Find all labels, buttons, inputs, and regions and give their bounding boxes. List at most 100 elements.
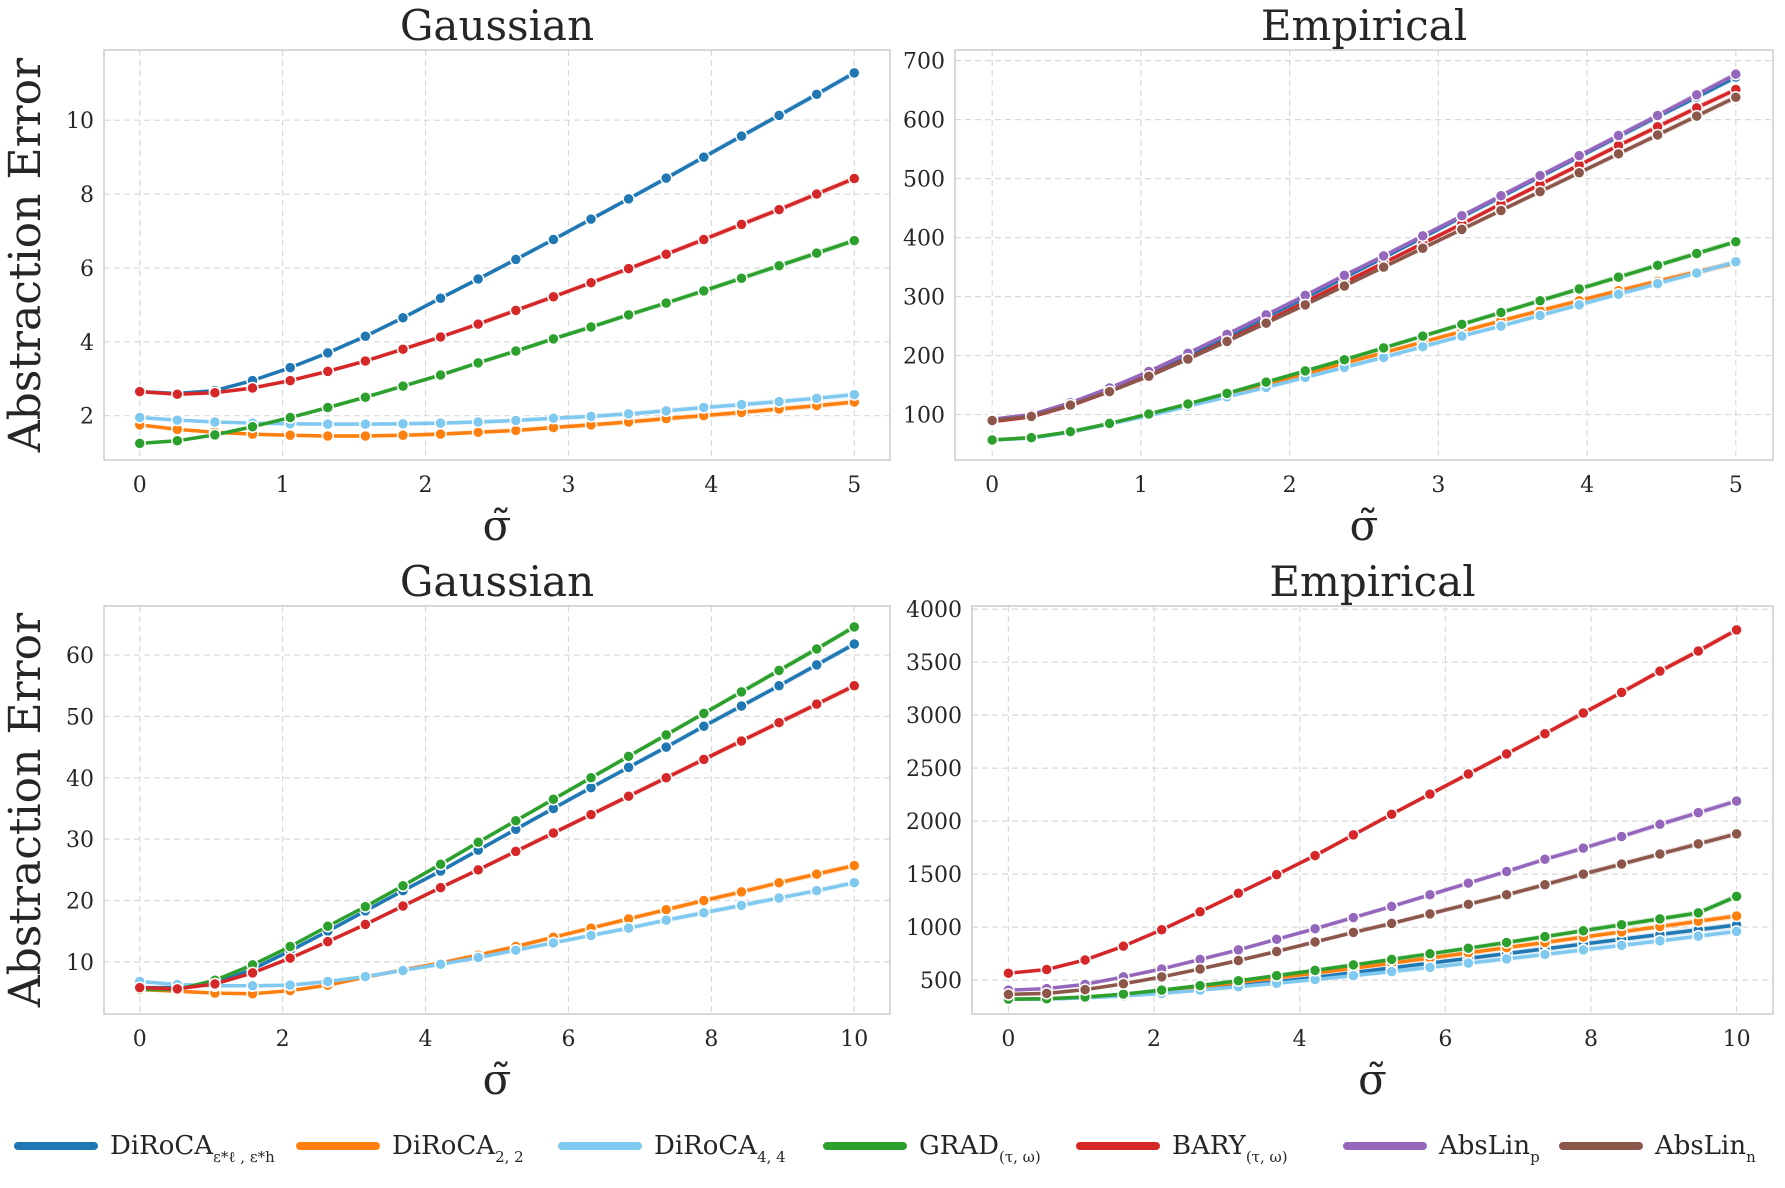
data-point xyxy=(509,814,523,827)
data-point xyxy=(622,308,635,322)
y-tick-label: 500 xyxy=(920,969,962,994)
data-point xyxy=(1462,956,1475,970)
data-point xyxy=(1103,385,1116,398)
data-point xyxy=(1155,923,1168,937)
series-grad xyxy=(133,620,861,996)
x-tick-label: 1 xyxy=(1134,473,1148,498)
series-line xyxy=(991,95,1737,423)
y-tick-label: 2000 xyxy=(906,810,962,835)
data-point xyxy=(810,884,823,897)
plot-frame xyxy=(103,49,891,461)
data-point xyxy=(1259,375,1273,389)
y-tick-label: 10 xyxy=(66,951,94,976)
data-point xyxy=(1385,900,1398,913)
data-point xyxy=(1338,279,1351,293)
x-tick-label: 10 xyxy=(840,1027,868,1052)
data-point xyxy=(208,386,222,400)
data-point xyxy=(1653,664,1667,678)
x-tick-label: 5 xyxy=(847,473,861,498)
data-point xyxy=(1270,933,1283,946)
data-point xyxy=(1462,767,1475,781)
y-tick-label: 1000 xyxy=(906,916,962,941)
data-point xyxy=(848,637,861,651)
data-point xyxy=(1653,934,1667,948)
data-point xyxy=(1259,316,1273,330)
x-tick-label: 0 xyxy=(133,473,147,498)
data-point xyxy=(1533,185,1547,198)
data-point xyxy=(1423,787,1437,801)
data-point xyxy=(1347,969,1360,982)
data-point xyxy=(848,679,861,693)
data-point xyxy=(697,233,711,246)
data-point xyxy=(1533,169,1547,182)
data-point xyxy=(547,332,560,346)
series-diroca_eps xyxy=(133,637,861,994)
confidence-band xyxy=(992,259,1736,442)
data-point xyxy=(1615,686,1628,699)
data-point xyxy=(848,388,861,401)
legend-label: DiRoCAε*ℓ , ε*h xyxy=(110,1131,275,1166)
data-point xyxy=(509,414,523,427)
legend-label: AbsLinn xyxy=(1654,1131,1756,1166)
data-point xyxy=(171,434,184,448)
data-point xyxy=(584,320,598,334)
legend-item-grad: GRAD(τ, ω) xyxy=(823,1131,1041,1166)
data-point xyxy=(810,867,823,881)
panel-title: Gaussian xyxy=(400,1,594,50)
x-tick-label: 8 xyxy=(704,1027,718,1052)
data-point xyxy=(810,697,823,711)
data-point xyxy=(1181,397,1195,411)
data-point xyxy=(434,368,447,382)
data-point xyxy=(1377,341,1390,355)
data-point xyxy=(1538,948,1552,961)
data-point xyxy=(321,975,335,988)
series-diroca_44 xyxy=(985,255,1743,447)
data-point xyxy=(359,970,372,983)
data-point xyxy=(321,935,335,948)
data-point xyxy=(1117,987,1130,1001)
panel-title: Empirical xyxy=(1261,1,1467,50)
data-point xyxy=(321,920,335,933)
data-point xyxy=(1729,235,1743,248)
series-line xyxy=(139,176,855,397)
panel-1: 0 1 2 3 4 5 2 4 6 8 10 Gaussian σ̃ Abstraction Error xyxy=(0,1,891,550)
data-point xyxy=(1423,907,1437,921)
data-point xyxy=(848,859,861,872)
data-point xyxy=(622,921,635,935)
series-line xyxy=(139,880,855,988)
data-point xyxy=(772,716,786,729)
data-point xyxy=(1455,223,1469,236)
data-point xyxy=(622,789,635,803)
y-tick-label: 1500 xyxy=(906,863,962,888)
data-point xyxy=(1692,929,1705,943)
data-point xyxy=(396,417,410,431)
data-point xyxy=(1577,706,1590,720)
data-point xyxy=(321,417,335,431)
data-point xyxy=(509,304,523,317)
data-point xyxy=(208,977,222,991)
data-point xyxy=(985,414,999,427)
x-tick-label: 0 xyxy=(985,473,999,498)
data-point xyxy=(434,881,447,894)
data-point xyxy=(1692,906,1705,920)
data-point xyxy=(584,808,598,821)
data-point xyxy=(1338,353,1351,366)
data-point xyxy=(359,390,372,404)
data-point xyxy=(509,943,523,957)
confidence-band xyxy=(992,73,1736,423)
data-point xyxy=(1385,917,1398,930)
x-tick-label: 4 xyxy=(704,473,718,498)
data-point xyxy=(1232,974,1245,987)
data-point xyxy=(1416,340,1429,353)
data-point xyxy=(810,88,823,101)
series-line xyxy=(139,625,856,992)
x-tick-label: 5 xyxy=(1729,473,1743,498)
data-point xyxy=(1730,794,1743,808)
data-point xyxy=(208,428,222,442)
data-point xyxy=(1729,255,1743,269)
data-point xyxy=(1385,807,1398,821)
data-point xyxy=(1416,229,1429,243)
data-point xyxy=(1308,922,1322,935)
data-point xyxy=(1494,189,1508,202)
x-axis-label: σ̃ xyxy=(1358,1055,1387,1104)
